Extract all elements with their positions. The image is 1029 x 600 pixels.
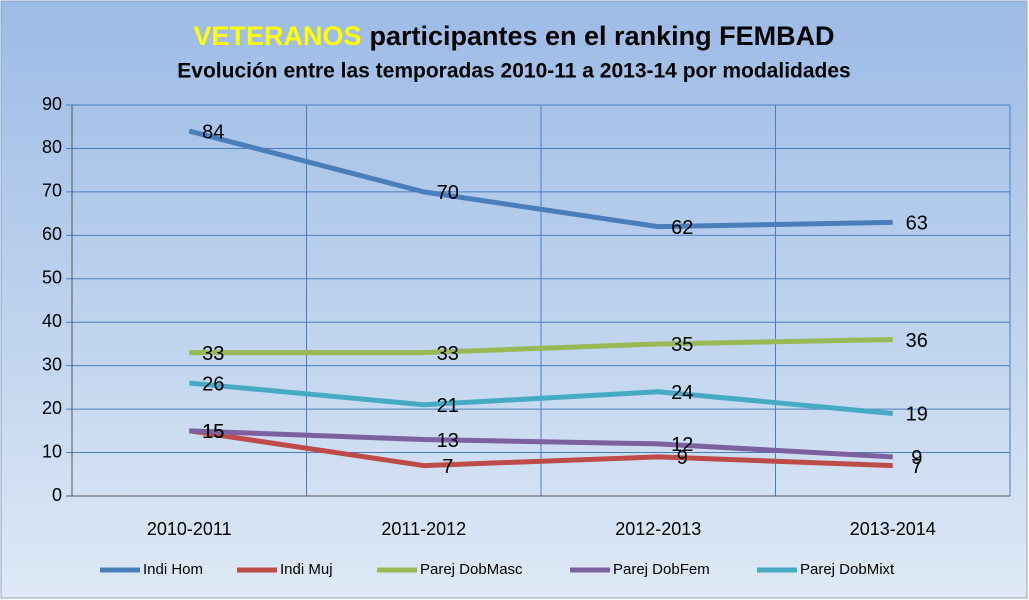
data-label: 7 xyxy=(442,456,453,478)
data-label: 7 xyxy=(911,456,922,478)
y-tick-label: 60 xyxy=(42,224,62,244)
data-label: 63 xyxy=(906,213,928,235)
data-label: 62 xyxy=(671,217,693,239)
legend-label: Parej DobFem xyxy=(613,561,710,578)
legend-label: Parej DobMixt xyxy=(800,561,895,578)
data-label: 33 xyxy=(437,343,459,365)
y-tick-label: 10 xyxy=(42,441,62,461)
y-tick-label: 90 xyxy=(42,94,62,114)
y-tick-label: 20 xyxy=(42,398,62,418)
x-tick-label: 2011-2012 xyxy=(381,519,466,539)
y-tick-label: 30 xyxy=(42,354,62,374)
data-label: 35 xyxy=(671,334,693,356)
series-line xyxy=(188,128,893,230)
y-tick-label: 0 xyxy=(52,485,62,505)
legend-label: Indi Hom xyxy=(143,561,203,578)
data-label: 21 xyxy=(437,395,459,417)
y-tick-label: 50 xyxy=(42,268,62,288)
chart-subtitle: Evolución entre las temporadas 2010-11 a… xyxy=(177,60,850,83)
data-label: 33 xyxy=(202,343,224,365)
data-label: 24 xyxy=(671,382,693,404)
title-text: participantes en el ranking FEMBAD xyxy=(369,21,834,51)
x-tick-label: 2010-2011 xyxy=(147,519,232,539)
y-tick-label: 80 xyxy=(42,137,62,157)
series-line xyxy=(188,428,893,469)
series-line xyxy=(189,380,893,416)
data-label: 84 xyxy=(202,121,224,143)
data-label: 9 xyxy=(911,447,922,469)
data-label: 36 xyxy=(906,330,928,352)
data-label: 15 xyxy=(202,421,224,443)
chart-title: VETERANOS participantes en el ranking FEM… xyxy=(193,21,834,51)
data-label: 9 xyxy=(677,447,688,469)
title-highlight: VETERANOS xyxy=(193,21,361,51)
legend-label: Indi Muj xyxy=(280,561,333,578)
x-tick-label: 2013-2014 xyxy=(850,519,936,539)
legend-label: Parej DobMasc xyxy=(420,561,523,578)
data-label: 13 xyxy=(437,430,459,452)
x-tick-label: 2012-2013 xyxy=(615,519,701,539)
data-label: 70 xyxy=(437,182,459,204)
y-tick-label: 70 xyxy=(42,181,62,201)
y-tick-label: 40 xyxy=(42,311,62,331)
data-label: 19 xyxy=(906,404,928,426)
series-line xyxy=(189,428,893,460)
data-label: 26 xyxy=(202,373,224,395)
data-label: 15 xyxy=(202,421,224,443)
series-line xyxy=(189,337,893,356)
data-label: 12 xyxy=(671,434,693,456)
